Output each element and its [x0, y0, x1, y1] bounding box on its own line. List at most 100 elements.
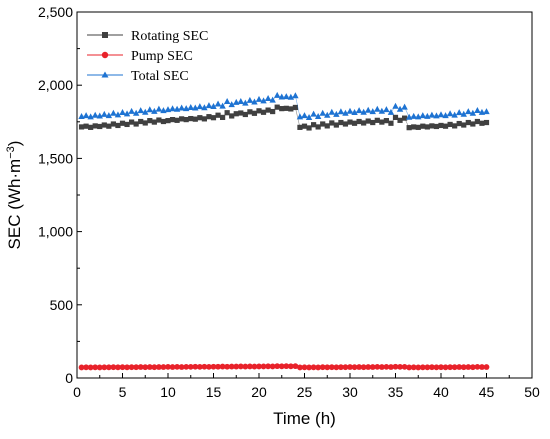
point-pump-sec [328, 364, 335, 371]
point-total-sec [92, 111, 99, 118]
point-rotating-sec [301, 123, 308, 129]
point-pump-sec [451, 364, 458, 371]
y-tick-label: 500 [50, 297, 74, 313]
point-total-sec [451, 111, 458, 118]
point-total-sec [337, 108, 345, 115]
point-pump-sec [265, 363, 271, 370]
x-tick-label: 35 [388, 384, 404, 400]
point-rotating-sec [97, 123, 103, 130]
point-rotating-sec [374, 117, 380, 123]
point-rotating-sec [361, 120, 367, 126]
point-total-sec [128, 107, 135, 114]
point-total-sec [105, 112, 113, 119]
point-rotating-sec [388, 120, 394, 126]
point-pump-sec [260, 363, 267, 370]
point-rotating-sec [392, 114, 399, 121]
point-rotating-sec [260, 109, 267, 115]
point-pump-sec [460, 364, 467, 371]
point-pump-sec [342, 364, 349, 371]
point-total-sec [205, 102, 213, 109]
point-total-sec [442, 112, 449, 119]
point-pump-sec [301, 364, 308, 371]
point-rotating-sec [201, 116, 207, 122]
legend-marker-circle [101, 51, 109, 59]
axis-ticks: 0 5 10 15 20 25 30 35 40 45 5005001,0001,5002,0002… [38, 4, 540, 400]
point-pump-sec [333, 364, 340, 371]
point-rotating-sec [133, 121, 139, 127]
point-total-sec [114, 111, 122, 118]
point-total-sec [319, 109, 326, 116]
point-rotating-sec [379, 119, 385, 125]
point-rotating-sec [333, 122, 339, 128]
point-total-sec [219, 102, 226, 109]
point-rotating-sec [324, 123, 330, 129]
legend-item-rotating: Rotating SEC [87, 29, 208, 44]
point-total-sec [87, 113, 94, 120]
point-total-sec [405, 113, 413, 120]
point-pump-sec [315, 364, 322, 371]
point-pump-sec [397, 363, 403, 370]
point-rotating-sec [438, 122, 444, 129]
point-pump-sec [201, 363, 208, 370]
point-pump-sec [165, 363, 171, 370]
y-tick-label: 2,000 [38, 77, 73, 93]
point-total-sec [269, 96, 276, 103]
point-rotating-sec [115, 122, 121, 129]
point-total-sec [346, 107, 354, 114]
point-total-sec [255, 95, 263, 102]
point-pump-sec [174, 363, 181, 370]
point-pump-sec [465, 364, 472, 370]
point-rotating-sec [297, 124, 303, 130]
point-rotating-sec [274, 104, 280, 110]
point-rotating-sec [92, 123, 98, 129]
y-tick-label: 1,500 [38, 150, 73, 166]
point-rotating-sec [242, 111, 248, 118]
point-pump-sec [96, 364, 103, 371]
point-pump-sec [146, 364, 153, 370]
point-rotating-sec [329, 120, 335, 126]
point-pump-sec [406, 364, 413, 371]
point-total-sec [328, 108, 335, 115]
point-pump-sec [292, 363, 299, 370]
point-pump-sec [306, 364, 312, 371]
point-total-sec [396, 105, 404, 112]
point-rotating-sec [83, 123, 89, 129]
point-rotating-sec [411, 124, 417, 130]
point-rotating-sec [220, 114, 226, 121]
point-rotating-sec [483, 119, 490, 126]
point-pump-sec [392, 363, 399, 370]
point-total-sec [246, 96, 254, 103]
point-rotating-sec [265, 107, 271, 113]
legend-label-total: Total SEC [131, 69, 189, 84]
point-total-sec [378, 107, 386, 114]
point-pump-sec [110, 364, 117, 371]
point-total-sec [132, 109, 140, 116]
point-rotating-sec [383, 118, 389, 124]
point-rotating-sec [429, 123, 435, 129]
point-pump-sec [101, 364, 108, 371]
point-pump-sec [224, 363, 231, 370]
point-pump-sec [133, 364, 140, 371]
point-rotating-sec [342, 121, 349, 127]
point-total-sec [456, 109, 463, 116]
point-pump-sec [178, 364, 185, 370]
point-rotating-sec [160, 118, 167, 125]
point-pump-sec [119, 364, 126, 371]
y-axis-title-main: SEC (Wh·m [5, 159, 24, 250]
point-rotating-sec [356, 118, 362, 125]
point-rotating-sec [456, 120, 462, 127]
y-tick-label: 2,500 [38, 4, 73, 20]
point-rotating-sec [347, 119, 353, 125]
point-pump-sec [78, 364, 85, 371]
point-total-sec [251, 98, 258, 105]
point-rotating-sec [142, 120, 148, 126]
point-rotating-sec [215, 112, 221, 118]
point-total-sec [355, 107, 363, 114]
point-pump-sec [447, 364, 453, 371]
point-pump-sec [242, 363, 249, 370]
plot-frame [76, 11, 533, 379]
point-rotating-sec [106, 123, 112, 129]
point-total-sec [110, 109, 117, 116]
point-total-sec [387, 108, 395, 115]
point-total-sec [287, 93, 295, 100]
